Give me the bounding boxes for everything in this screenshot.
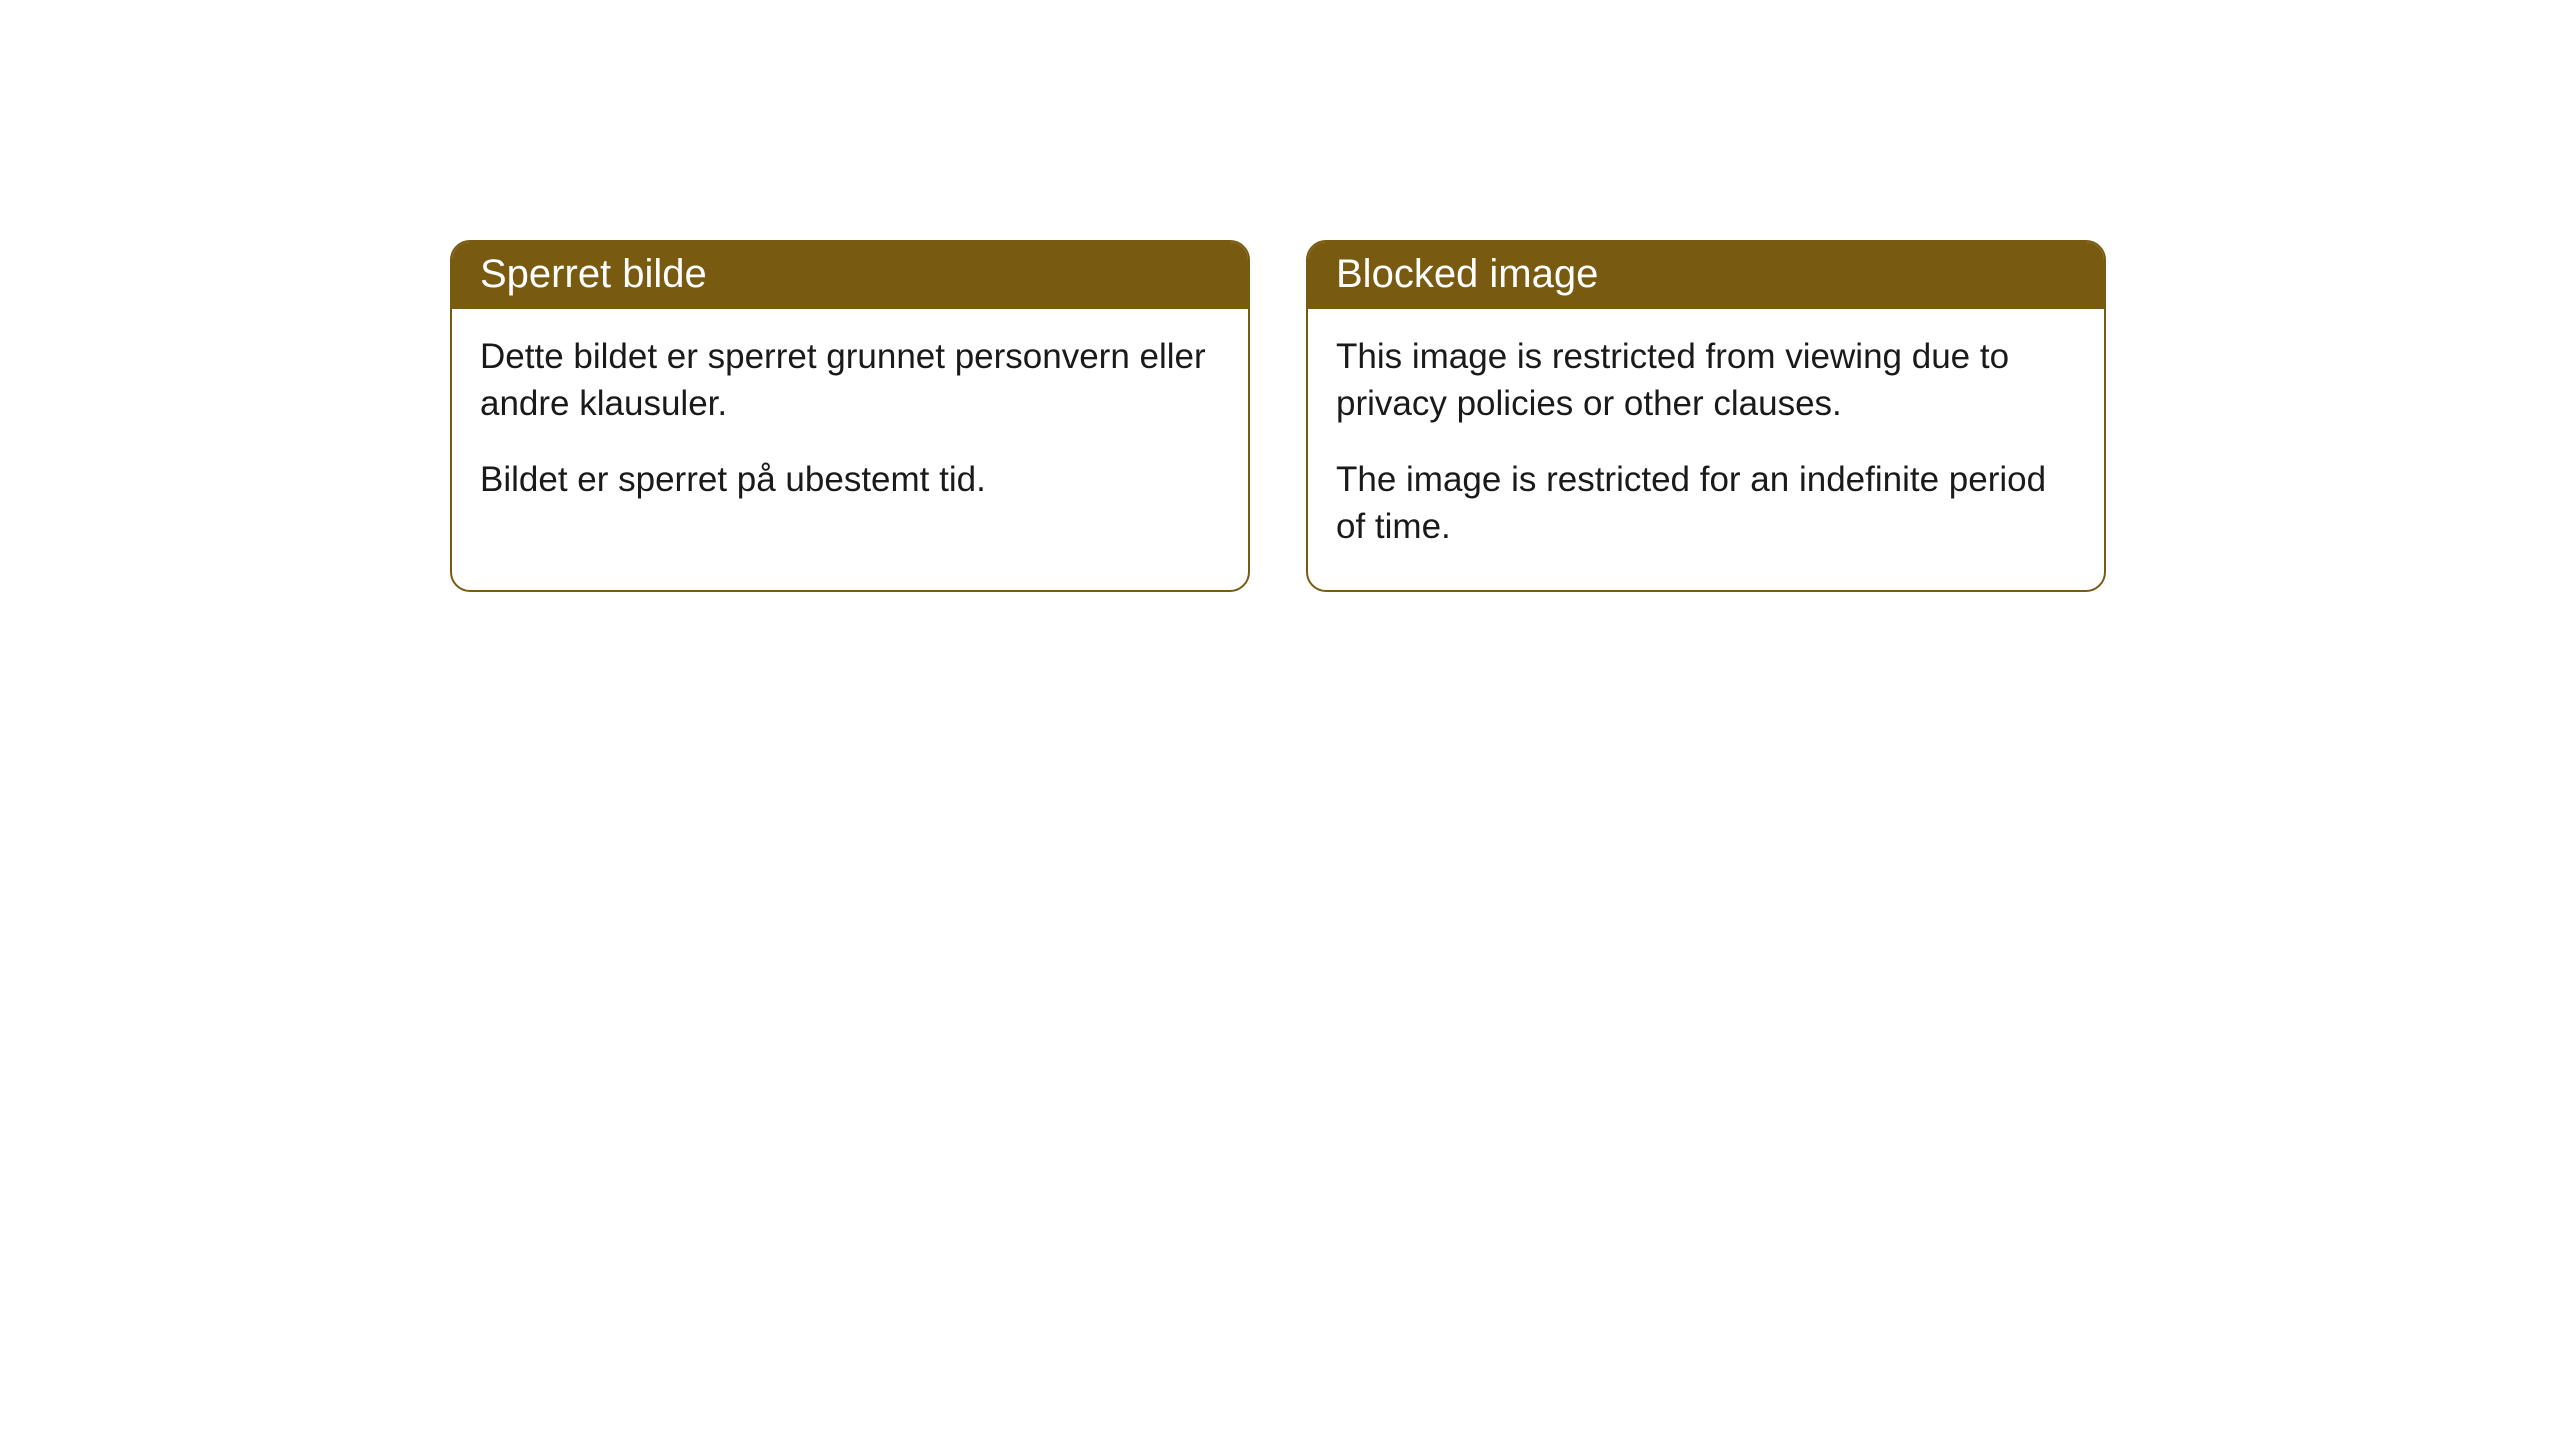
card-text-english-2: The image is restricted for an indefinit… (1336, 456, 2076, 551)
card-text-english-1: This image is restricted from viewing du… (1336, 333, 2076, 428)
card-header-norwegian: Sperret bilde (452, 242, 1248, 309)
card-header-english: Blocked image (1308, 242, 2104, 309)
card-english: Blocked image This image is restricted f… (1306, 240, 2106, 592)
card-text-norwegian-2: Bildet er sperret på ubestemt tid. (480, 456, 1220, 503)
card-body-english: This image is restricted from viewing du… (1308, 309, 2104, 590)
cards-container: Sperret bilde Dette bildet er sperret gr… (450, 240, 2560, 592)
card-body-norwegian: Dette bildet er sperret grunnet personve… (452, 309, 1248, 543)
card-norwegian: Sperret bilde Dette bildet er sperret gr… (450, 240, 1250, 592)
card-text-norwegian-1: Dette bildet er sperret grunnet personve… (480, 333, 1220, 428)
